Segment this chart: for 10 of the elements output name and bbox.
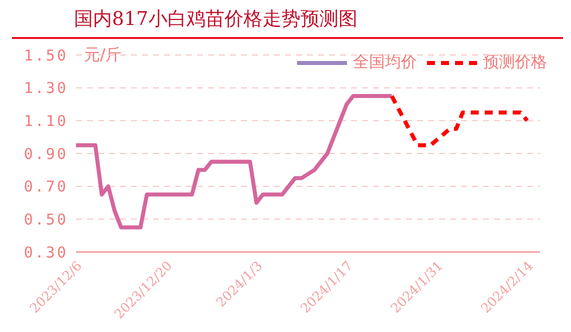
y-tick-label: 1.50 (24, 46, 68, 64)
chart-title: 国内817小白鸡苗价格走势预测图 (74, 7, 358, 32)
y-tick-label: 0.90 (24, 144, 68, 163)
y-tick-label: 1.30 (24, 79, 68, 98)
y-tick-label: 1.10 (24, 112, 68, 130)
line-series (390, 94, 530, 148)
y-tick-label: 0.30 (24, 243, 68, 262)
y-tick-label: 0.70 (24, 178, 68, 196)
line-series (76, 94, 394, 230)
y-tick-label: 0.50 (24, 210, 68, 228)
